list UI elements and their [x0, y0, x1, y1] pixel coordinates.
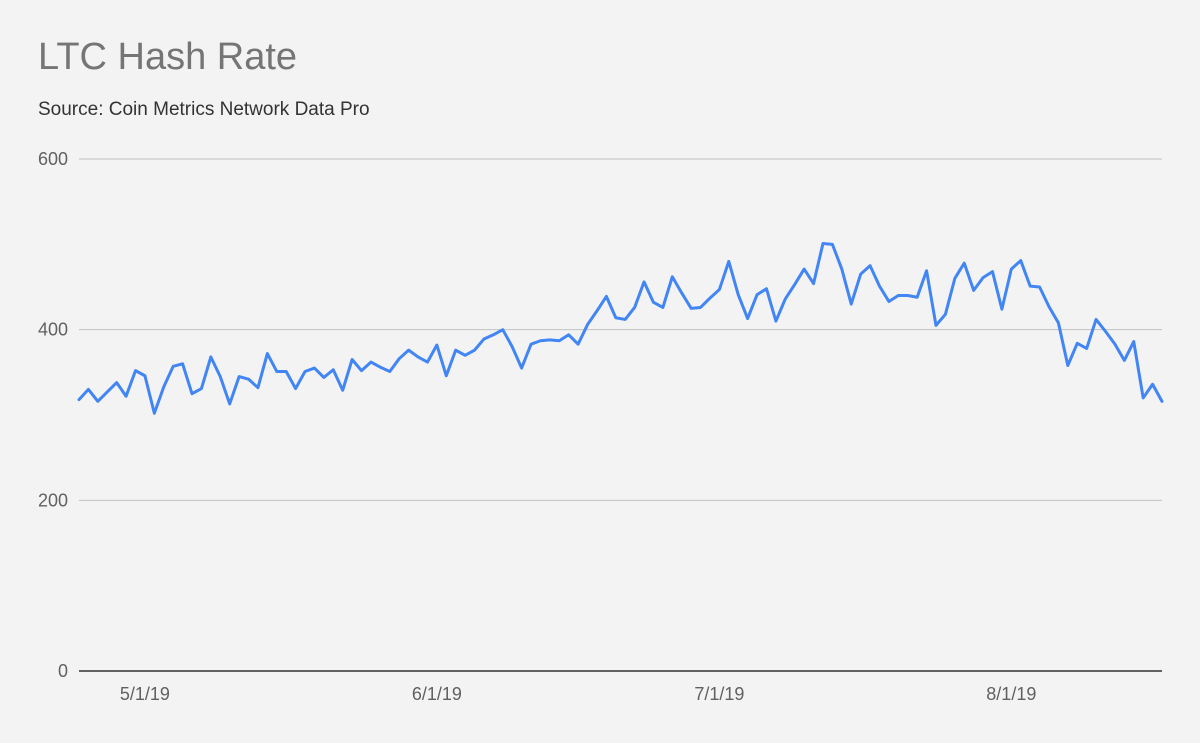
x-tick-label: 5/1/19 [120, 684, 170, 704]
x-tick-label: 6/1/19 [412, 684, 462, 704]
y-tick-label-400: 400 [38, 320, 68, 340]
chart-subtitle: Source: Coin Metrics Network Data Pro [38, 99, 370, 120]
series-line-ltc-hash-rate [77, 241, 1164, 415]
y-tick-label-200: 200 [38, 490, 68, 510]
x-tick-label: 8/1/19 [986, 684, 1036, 704]
y-tick-label-0: 0 [58, 661, 68, 681]
x-tick-label: 7/1/19 [694, 684, 744, 704]
chart-title: LTC Hash Rate [38, 36, 298, 78]
y-tick-label-600: 600 [38, 149, 68, 169]
